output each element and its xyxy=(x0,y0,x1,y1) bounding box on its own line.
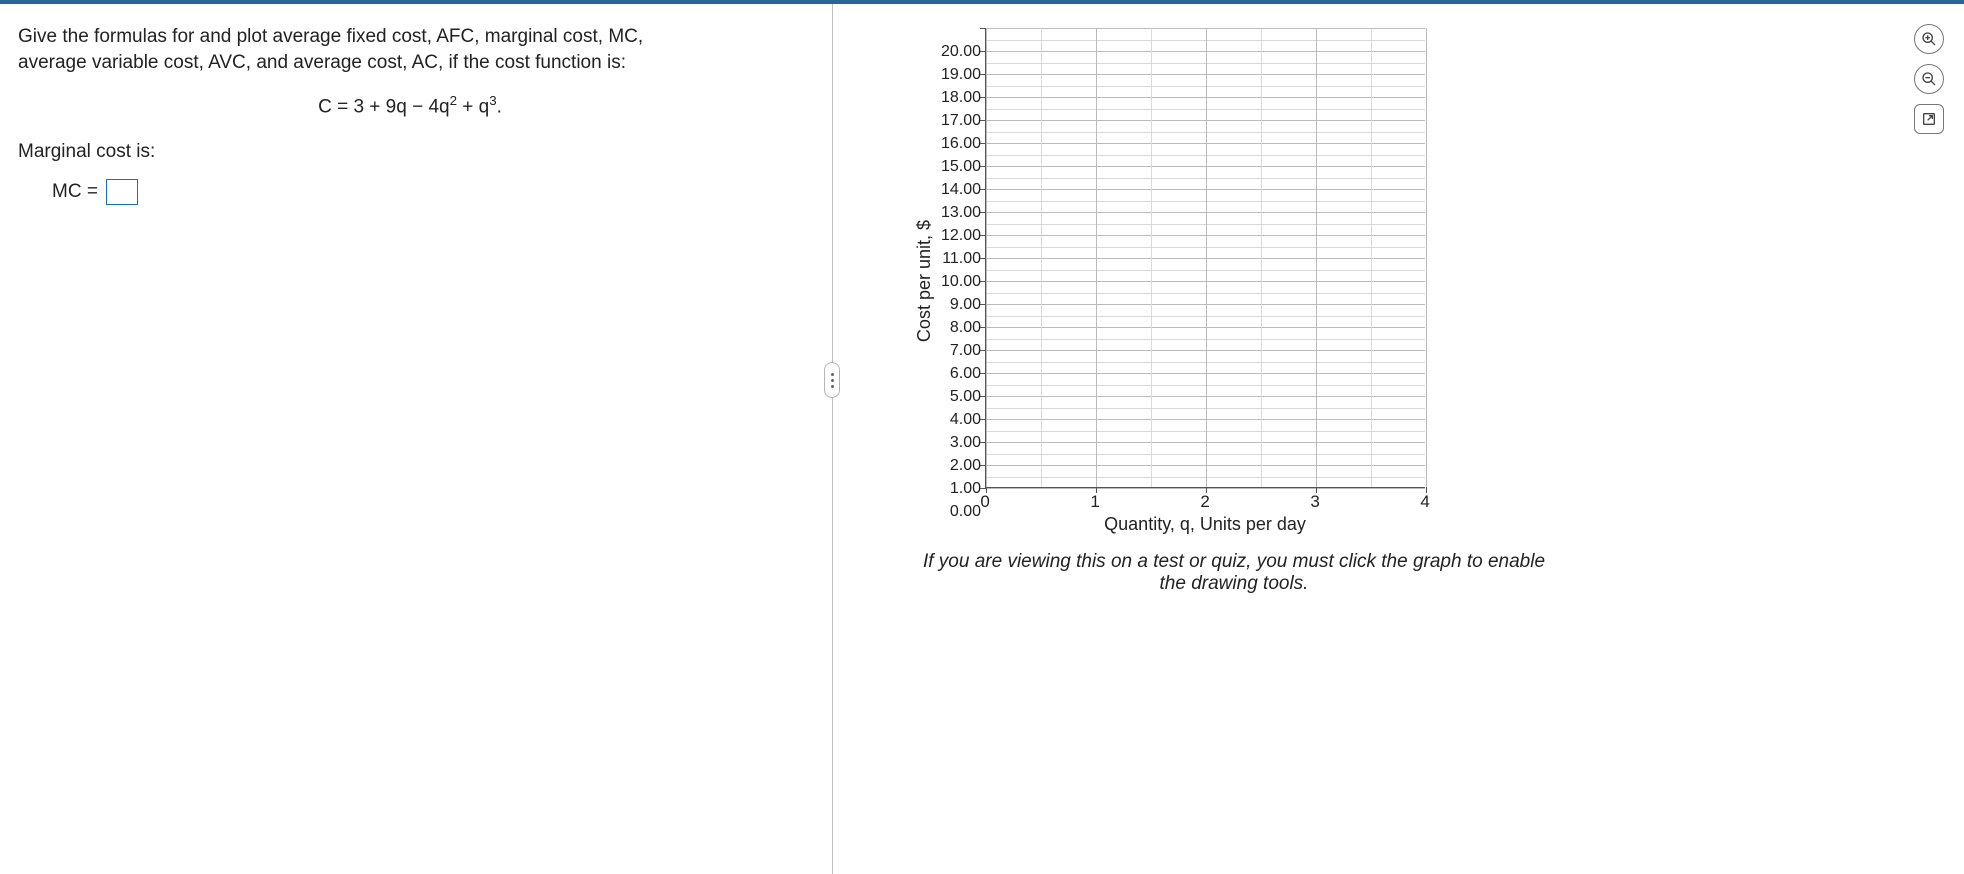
divider-line xyxy=(832,4,833,874)
problem-statement: Give the formulas for and plot average f… xyxy=(18,24,802,75)
graph-pane: Cost per unit, $ 20.0019.0018.0017.0016.… xyxy=(844,4,1964,874)
zoom-out-icon xyxy=(1921,71,1937,87)
cost-formula: C = 3 + 9q − 4q2 + q3. xyxy=(18,93,802,118)
x-tick-labels: 01234 xyxy=(985,492,1425,512)
plot-canvas[interactable] xyxy=(985,28,1425,488)
graph-hint: If you are viewing this on a test or qui… xyxy=(914,551,1554,595)
question-pane: Give the formulas for and plot average f… xyxy=(0,4,820,874)
x-axis-title: Quantity, q, Units per day xyxy=(985,514,1425,535)
main-container: Give the formulas for and plot average f… xyxy=(0,4,1964,874)
popout-icon xyxy=(1921,111,1937,127)
plot-column: 01234 Quantity, q, Units per day xyxy=(985,28,1425,535)
problem-line-1: Give the formulas for and plot average f… xyxy=(18,26,643,47)
formula-mid: + q xyxy=(457,97,489,118)
zoom-in-button[interactable] xyxy=(1914,24,1944,54)
y-axis-title: Cost per unit, $ xyxy=(914,220,935,342)
formula-prefix: C = 3 + 9q − 4q xyxy=(318,97,450,118)
problem-line-2: average variable cost, AVC, and average … xyxy=(18,52,626,73)
mc-prompt: Marginal cost is: xyxy=(18,141,802,163)
zoom-in-icon xyxy=(1921,31,1937,47)
mc-equals-label: MC = xyxy=(52,181,98,203)
divider-handle[interactable] xyxy=(824,362,840,398)
chart-area: Cost per unit, $ 20.0019.0018.0017.0016.… xyxy=(914,28,1954,535)
formula-exp-2: 2 xyxy=(450,93,457,108)
mc-equation-row: MC = xyxy=(52,179,802,205)
pane-divider xyxy=(820,4,844,874)
y-tick-labels: 20.0019.0018.0017.0016.0015.0014.0013.00… xyxy=(941,52,985,512)
formula-exp-3: 3 xyxy=(489,93,496,108)
mc-answer-input[interactable] xyxy=(106,179,138,205)
graph-tools xyxy=(1914,24,1944,134)
zoom-out-button[interactable] xyxy=(1914,64,1944,94)
formula-suffix: . xyxy=(497,97,502,118)
popout-button[interactable] xyxy=(1914,104,1944,134)
